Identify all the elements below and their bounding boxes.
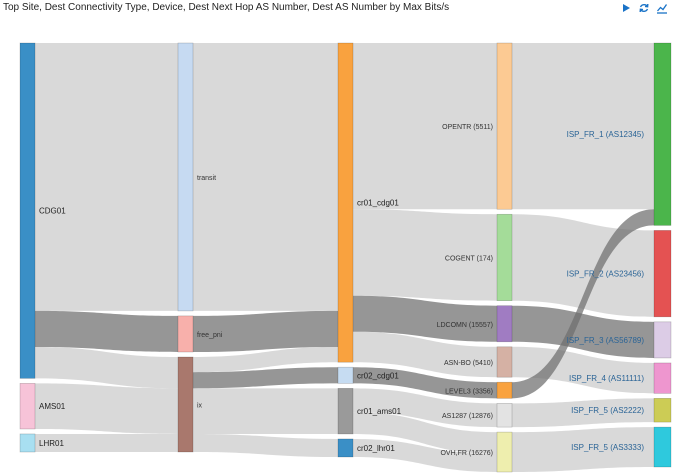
sankey-label-LHR01: LHR01 [39, 439, 64, 448]
sankey-link-ix-cr02_cdg01[interactable] [193, 367, 338, 389]
sankey-link-ix-cr02_lhr01[interactable] [193, 433, 338, 457]
sankey-link-OVH-ISP5b[interactable] [512, 427, 654, 472]
sankey-node-cr02_cdg01[interactable] [337, 366, 354, 384]
refresh-icon[interactable] [638, 1, 650, 13]
sankey-label-LEVEL3: LEVEL3 (3356) [445, 388, 493, 395]
sankey-label-AMS01: AMS01 [39, 402, 66, 411]
sankey-link-LDCOMN-ISP3[interactable] [512, 305, 654, 358]
sankey-label-ISP3: ISP_FR_3 (AS56789) [567, 336, 645, 345]
sankey-link-AMS01-ix[interactable] [35, 383, 178, 434]
sankey-link-cr01_cdg01-LDCOMN[interactable] [353, 295, 497, 342]
sankey-node-free_pni[interactable] [177, 315, 194, 353]
line-chart-icon[interactable] [656, 1, 668, 14]
sankey-link-ix-cr01_cdg01[interactable] [193, 347, 338, 373]
sankey-label-OPENTR: OPENTR (5511) [442, 124, 493, 131]
sankey-node-ISP2[interactable] [653, 230, 672, 318]
sankey-node-transit[interactable] [177, 42, 194, 312]
sankey-link-AS1287-ISP5a[interactable] [512, 398, 654, 428]
sankey-label-ISP1: ISP_FR_1 (AS12345) [567, 130, 645, 139]
sankey-label-AS1287: AS1287 (12876) [442, 413, 493, 420]
sankey-node-ISP5b[interactable] [653, 426, 672, 468]
sankey-link-CDG01-free_pni[interactable] [35, 310, 178, 352]
sankey-label-cr02_lhr01: cr02_lhr01 [357, 444, 395, 453]
sankey-node-ISP1[interactable] [653, 42, 672, 226]
sankey-link-cr01_ams01-AS1287[interactable] [353, 388, 497, 428]
sankey-node-LHR01[interactable] [19, 433, 36, 453]
sankey-label-LDCOMN: LDCOMN (15557) [437, 322, 493, 329]
sankey-node-AS1287[interactable] [496, 403, 513, 428]
sankey-link-cr02_lhr01-OVH[interactable] [353, 438, 497, 472]
sankey-link-cr02_cdg01-LEVEL3[interactable] [353, 367, 497, 399]
sankey-label-cr02_cdg01: cr02_cdg01 [357, 371, 399, 380]
sankey-label-transit: transit [197, 175, 216, 182]
sankey-link-LEVEL3-ISP1[interactable] [512, 209, 654, 399]
sankey-node-ISP3[interactable] [653, 321, 672, 359]
sankey-label-ISP4: ISP_FR_4 (AS11111) [569, 374, 644, 383]
play-icon[interactable] [620, 1, 632, 13]
sankey-label-ISP2: ISP_FR_2 (AS23456) [567, 270, 645, 279]
sankey-link-cr01_cdg01-ASNBO[interactable] [353, 331, 497, 378]
sankey-link-CDG01-ix[interactable] [35, 347, 178, 389]
sankey-link-LHR01-ix[interactable] [35, 433, 178, 452]
sankey-label-ix: ix [197, 403, 203, 410]
sankey-label-ISP5a: ISP_FR_5 (AS2222) [571, 406, 644, 415]
sankey-node-LDCOMN[interactable] [496, 305, 513, 343]
sankey-node-ix[interactable] [177, 356, 194, 453]
sankey-label-OVH: OVH,FR (16276) [440, 450, 493, 457]
sankey-label-ASNBO: ASN-BO (5410) [444, 360, 493, 367]
sankey-node-cr01_ams01[interactable] [337, 388, 354, 435]
sankey-link-cr01_cdg01-COGENT[interactable] [353, 209, 497, 301]
sankey-node-cr01_cdg01[interactable] [337, 42, 354, 363]
sankey-node-ISP4[interactable] [653, 362, 672, 394]
sankey-node-OVH[interactable] [496, 431, 513, 473]
sankey-label-cr01_ams01: cr01_ams01 [357, 407, 402, 416]
sankey-node-OPENTR[interactable] [496, 42, 513, 210]
sankey-link-CDG01-transit[interactable] [35, 43, 178, 311]
sankey-node-CDG01[interactable] [19, 42, 36, 379]
sankey-label-ISP5b: ISP_FR_5 (AS3333) [571, 443, 644, 452]
sankey-link-ix-cr01_ams01[interactable] [193, 388, 338, 434]
sankey-node-LEVEL3[interactable] [496, 381, 513, 399]
sankey-label-CDG01: CDG01 [39, 207, 66, 216]
sankey-link-free_pni-cr01_cdg01[interactable] [193, 310, 338, 352]
sankey-link-cr01_cdg01-OPENTR[interactable] [353, 43, 497, 210]
sankey-link-ASNBO-ISP4[interactable] [512, 346, 654, 394]
sankey-node-ISP5a[interactable] [653, 398, 672, 423]
sankey-label-COGENT: COGENT (174) [445, 255, 493, 262]
chart-toolbar [620, 1, 668, 14]
sankey-node-cr02_lhr01[interactable] [337, 438, 354, 458]
sankey-link-transit-cr01_cdg01[interactable] [193, 43, 338, 311]
sankey-node-ASNBO[interactable] [496, 346, 513, 378]
sankey-node-AMS01[interactable] [19, 383, 36, 430]
sankey-link-cr01_ams01-OVH[interactable] [353, 412, 497, 454]
chart-title: Top Site, Dest Connectivity Type, Device… [3, 2, 450, 13]
sankey-label-free_pni: free_pni [197, 332, 223, 339]
sankey-node-COGENT[interactable] [496, 213, 513, 301]
sankey-label-cr01_cdg01: cr01_cdg01 [357, 199, 399, 208]
sankey-link-OPENTR-ISP1[interactable] [512, 43, 654, 210]
